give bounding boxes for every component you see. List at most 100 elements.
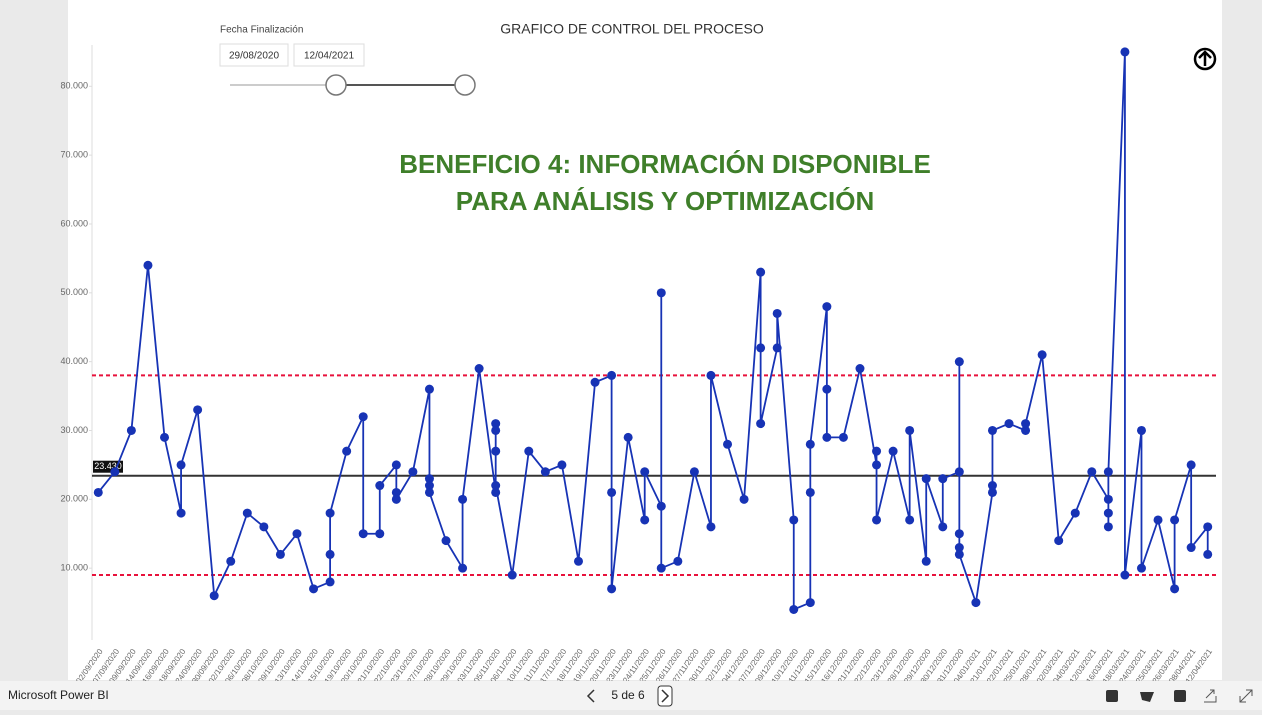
data-point	[491, 481, 501, 491]
data-point	[1170, 584, 1180, 594]
data-point	[391, 494, 401, 504]
data-point	[905, 515, 915, 525]
data-point	[1136, 563, 1146, 573]
data-point	[1054, 536, 1064, 546]
data-point	[954, 529, 964, 539]
y-tick-label: 70.000	[60, 150, 88, 160]
fullscreen-icon[interactable]	[1239, 689, 1253, 703]
facebook-icon[interactable]	[1174, 690, 1186, 702]
data-point	[292, 529, 302, 539]
data-point	[491, 446, 501, 456]
data-point	[822, 384, 832, 394]
data-point	[424, 384, 434, 394]
data-point	[706, 522, 716, 532]
twitter-icon[interactable]	[1140, 692, 1154, 702]
footer-bar	[0, 681, 1262, 710]
data-point	[838, 432, 848, 442]
data-point	[656, 501, 666, 511]
data-point	[905, 425, 915, 435]
data-point	[1120, 570, 1130, 580]
data-point	[1021, 419, 1031, 429]
data-point	[491, 419, 501, 429]
linkedin-icon[interactable]	[1106, 690, 1118, 702]
data-point	[607, 370, 617, 380]
start-date[interactable]: 29/08/2020	[229, 51, 279, 62]
data-point	[160, 432, 170, 442]
annotation: BENEFICIO 4: INFORMACIÓN DISPONIBLE	[399, 149, 931, 179]
data-point	[309, 584, 319, 594]
data-point	[524, 446, 534, 456]
data-point	[756, 419, 766, 429]
data-point	[110, 467, 120, 477]
data-point	[209, 591, 219, 601]
data-point	[176, 460, 186, 470]
data-point	[987, 425, 997, 435]
data-point	[723, 439, 733, 449]
data-point	[342, 446, 352, 456]
data-point	[987, 487, 997, 497]
data-point	[673, 556, 683, 566]
data-point	[756, 343, 766, 353]
data-point	[557, 460, 567, 470]
data-point	[573, 556, 583, 566]
y-tick-label: 50.000	[60, 287, 88, 297]
data-point	[1087, 467, 1097, 477]
data-point	[822, 432, 832, 442]
data-point	[1037, 350, 1047, 360]
data-point	[1186, 543, 1196, 553]
slider-handle[interactable]	[454, 74, 476, 96]
scroll-up-icon[interactable]	[1193, 47, 1217, 71]
y-tick-label: 30.000	[60, 425, 88, 435]
data-point	[756, 267, 766, 277]
data-point	[458, 563, 468, 573]
data-point	[623, 432, 633, 442]
data-point	[954, 543, 964, 553]
slider-handle[interactable]	[325, 74, 347, 96]
data-point	[1203, 549, 1213, 559]
data-point	[954, 467, 964, 477]
data-point	[507, 570, 517, 580]
next-page-arrow	[661, 689, 670, 703]
data-point	[424, 474, 434, 484]
data-point	[325, 508, 335, 518]
data-point	[921, 556, 931, 566]
data-point	[242, 508, 252, 518]
end-date-box[interactable]	[293, 43, 365, 67]
data-point	[1186, 460, 1196, 470]
reference-label: 23.430	[94, 461, 122, 471]
data-point	[458, 494, 468, 504]
data-point	[855, 364, 865, 374]
data-point	[540, 467, 550, 477]
data-point	[176, 508, 186, 518]
data-point	[805, 598, 815, 608]
report-canvas	[68, 0, 1222, 680]
data-point	[1004, 419, 1014, 429]
page-indicator: 5 de 6	[611, 688, 645, 702]
data-point	[954, 357, 964, 367]
prev-page[interactable]	[586, 689, 595, 703]
data-point	[1103, 467, 1113, 477]
end-date[interactable]: 12/04/2021	[304, 51, 354, 62]
data-point	[640, 515, 650, 525]
data-point	[93, 487, 103, 497]
data-point	[193, 405, 203, 415]
data-point	[325, 577, 335, 587]
data-point	[640, 467, 650, 477]
data-point	[1070, 508, 1080, 518]
data-point	[872, 446, 882, 456]
next-page[interactable]	[657, 685, 673, 707]
data-point	[424, 487, 434, 497]
data-point	[822, 302, 832, 312]
brand[interactable]: Microsoft Power BI	[8, 688, 109, 702]
start-date-box[interactable]	[219, 43, 289, 67]
data-point	[772, 343, 782, 353]
data-point	[938, 522, 948, 532]
y-tick-label: 80.000	[60, 81, 88, 91]
data-point	[491, 487, 501, 497]
share-icon[interactable]	[1204, 689, 1217, 703]
data-point	[1153, 515, 1163, 525]
data-point	[1103, 508, 1113, 518]
data-point	[789, 515, 799, 525]
data-point	[126, 425, 136, 435]
